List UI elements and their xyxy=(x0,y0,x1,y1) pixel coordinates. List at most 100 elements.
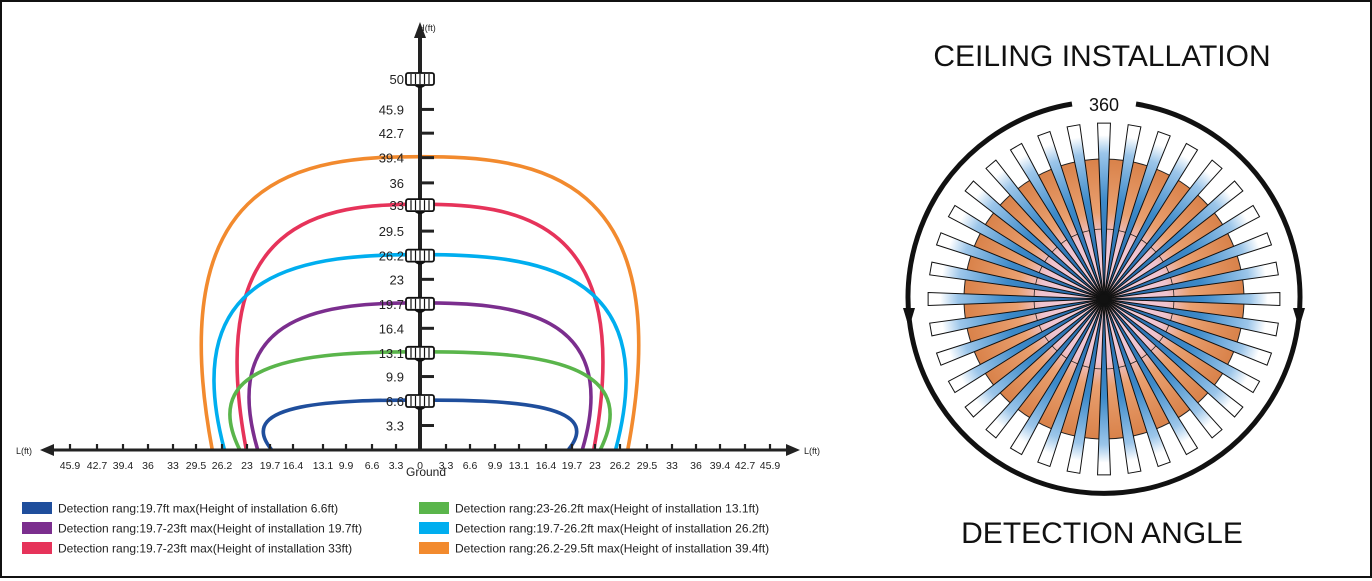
height-axis-label: H(ft) xyxy=(418,23,436,33)
detection-beam xyxy=(1103,261,1279,300)
legend-swatch xyxy=(419,522,449,534)
ground-tick-label: 26.2 xyxy=(610,460,631,472)
outer-circle xyxy=(905,101,1303,496)
detection-beam xyxy=(929,261,1105,300)
ground-tick-label: 26.2 xyxy=(212,460,233,472)
legend: Detection rang:19.7ft max(Height of inst… xyxy=(22,502,769,556)
ground-tick-label: 19.7 xyxy=(260,460,281,472)
legend-swatch xyxy=(22,522,52,534)
height-tick-label: 13.1 xyxy=(379,346,404,361)
height-tick-label: 42.7 xyxy=(379,126,404,141)
detection-beam xyxy=(1103,298,1142,474)
detection-beam xyxy=(1037,298,1105,468)
detection-beam xyxy=(927,292,1105,306)
ground-tick-label: 16.4 xyxy=(536,460,557,472)
detection-beam xyxy=(947,204,1105,300)
height-tick-label: 23 xyxy=(390,272,404,287)
detection-beam xyxy=(964,180,1105,300)
legend-label: Detection rang:26.2-29.5ft max(Height of… xyxy=(455,542,769,556)
sensor-icon xyxy=(405,248,435,265)
ground-tick-label: 3.3 xyxy=(439,460,454,472)
ground-tick-label: 0 xyxy=(417,460,423,472)
detection-beam xyxy=(1009,298,1105,456)
ground-tick-label: 42.7 xyxy=(735,460,756,472)
height-tick-label: 26.2 xyxy=(379,249,404,264)
ground-tick-label: 23 xyxy=(589,460,601,472)
height-range-diagram: H(ft) 3.36.69.913.116.419.72326.229.5333… xyxy=(16,22,820,479)
detection-beam xyxy=(985,298,1105,439)
detection-beam xyxy=(1103,298,1199,456)
detection-beam xyxy=(1103,298,1279,337)
height-tick-label: 9.9 xyxy=(386,370,404,385)
ground-tick-label: 6.6 xyxy=(463,460,478,472)
ground-tick-label: 6.6 xyxy=(365,460,380,472)
detection-beams xyxy=(927,122,1281,476)
height-tick-label: 33 xyxy=(390,198,404,213)
legend-swatch xyxy=(22,502,52,514)
detection-beam xyxy=(1103,298,1223,439)
height-tick-label: 3.3 xyxy=(386,419,404,434)
legend-label: Detection rang:19.7ft max(Height of inst… xyxy=(58,502,338,516)
detection-beam xyxy=(1009,142,1105,300)
sensor-icon xyxy=(405,198,435,215)
height-tick-label: 29.5 xyxy=(379,224,404,239)
ground-tick-label: 16.4 xyxy=(283,460,304,472)
ground-tick-label: 45.9 xyxy=(60,460,81,472)
ground-tick-label: 9.9 xyxy=(488,460,503,472)
legend-label: Detection rang:23-26.2ft max(Height of i… xyxy=(455,502,759,516)
ground-tick-label: 23 xyxy=(241,460,253,472)
detection-beam xyxy=(1103,204,1261,300)
ground-tick-label: 13.1 xyxy=(509,460,530,472)
height-tick-label: 45.9 xyxy=(379,102,404,117)
ground-tick-label: 36 xyxy=(142,460,154,472)
ground-ticks: 45.9 42.7 39.4 36 33 29.5 26.2 23 19.7 16.4 13.1 9.… xyxy=(60,444,781,472)
ground-axis-label-right: L(ft) xyxy=(804,446,820,456)
legend-swatch xyxy=(419,542,449,554)
detection-beam xyxy=(1066,124,1105,300)
ground-tick-label: 19.7 xyxy=(562,460,583,472)
detection-beam xyxy=(947,298,1105,394)
ground-tick-label: 9.9 xyxy=(339,460,354,472)
detection-beam xyxy=(1097,122,1111,300)
detection-beam xyxy=(1037,130,1105,300)
legend-label: Detection rang:19.7-23ft max(Height of i… xyxy=(58,522,362,536)
sensor-icon xyxy=(405,394,435,411)
height-tick-label: 19.7 xyxy=(379,297,404,312)
ground-axis-arrow-right xyxy=(786,444,800,456)
right-arrow-icon xyxy=(1293,308,1305,328)
ground-tick-label: 45.9 xyxy=(760,460,781,472)
sensor-icons xyxy=(405,72,435,411)
ground-tick-label: 33 xyxy=(167,460,179,472)
ground-axis-arrow-left xyxy=(40,444,54,456)
detection-beam xyxy=(1103,142,1199,300)
detection-beam xyxy=(1103,292,1281,306)
legend-label: Detection rang:19.7-26.2ft max(Height of… xyxy=(455,522,769,536)
legend-swatch xyxy=(22,542,52,554)
height-tick-label: 16.4 xyxy=(379,321,404,336)
ground-tick-label: 39.4 xyxy=(113,460,134,472)
detection-beam xyxy=(1066,298,1105,474)
sensor-icon xyxy=(405,72,435,88)
detection-beam xyxy=(1097,298,1111,476)
detection-beam xyxy=(929,298,1105,337)
height-tick-label: 6.6 xyxy=(386,394,404,409)
height-tick-label: 39.4 xyxy=(379,151,404,166)
title-detection-angle: DETECTION ANGLE xyxy=(961,517,1243,550)
ground-label: Ground xyxy=(406,465,446,479)
detection-beam xyxy=(1103,232,1273,300)
ground-tick-label: 42.7 xyxy=(87,460,108,472)
ground-tick-label: 3.3 xyxy=(389,460,404,472)
detection-beam xyxy=(1103,298,1171,468)
detection-beam xyxy=(1103,298,1261,394)
left-arrow-icon xyxy=(903,308,915,328)
legend-label: Detection rang:19.7-23ft max(Height of i… xyxy=(58,542,352,556)
ground-axis-label-left: L(ft) xyxy=(16,446,32,456)
ceiling-detection-angle: CEILING INSTALLATION DETECTION ANGLE 360 xyxy=(903,40,1305,550)
ground-tick-label: 29.5 xyxy=(186,460,207,472)
title-ceiling-installation: CEILING INSTALLATION xyxy=(933,40,1270,73)
detection-beam xyxy=(985,159,1105,300)
ground-tick-label: 29.5 xyxy=(637,460,658,472)
detection-beam xyxy=(1103,159,1223,300)
